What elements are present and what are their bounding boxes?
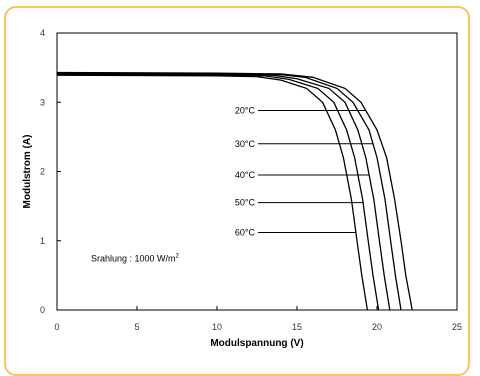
y-axis-title: Modulstrom (A) [22,135,33,209]
curve-60c [56,74,369,311]
curve-label: 40°C [235,170,256,180]
irradiance-superscript: 2 [176,254,180,260]
curve-label: 50°C [235,198,256,208]
irradiance-annotation: Srahlung : 1000 W/m2 [91,254,180,264]
x-tick-label: 15 [292,322,302,332]
curve-label: 60°C [235,227,256,237]
curves [56,71,413,311]
irradiance-text: Srahlung : 1000 W/m [91,254,176,264]
curve-30c [56,72,402,311]
curve-50c [56,73,380,311]
x-tick-label: 20 [372,322,382,332]
x-tick-label: 25 [452,322,462,332]
curve-label: 20°C [235,106,256,116]
curve-40c [56,73,391,311]
chart-frame [4,6,470,376]
curve-20c [56,71,413,311]
curve-labels: 20°C 30°C 40°C 50°C 60°C [235,106,373,237]
x-tick-label: 5 [134,322,139,332]
curve-label: 30°C [235,139,256,149]
x-tick-label: 0 [54,322,59,332]
y-tick-label: 2 [40,167,45,177]
axis-ticks: 0 5 10 15 20 25 0 1 2 3 4 [40,28,462,332]
x-tick-label: 10 [212,322,222,332]
y-tick-label: 1 [40,236,45,246]
y-tick-label: 0 [40,305,45,315]
iv-curve-chart: 0 5 10 15 20 25 0 1 2 3 4 20°C 30°C 40°C 50°C 60°C Mod… [22,28,462,349]
x-axis-title: Modulspannung (V) [210,338,303,349]
y-tick-label: 3 [40,97,45,107]
y-tick-label: 4 [40,28,45,38]
